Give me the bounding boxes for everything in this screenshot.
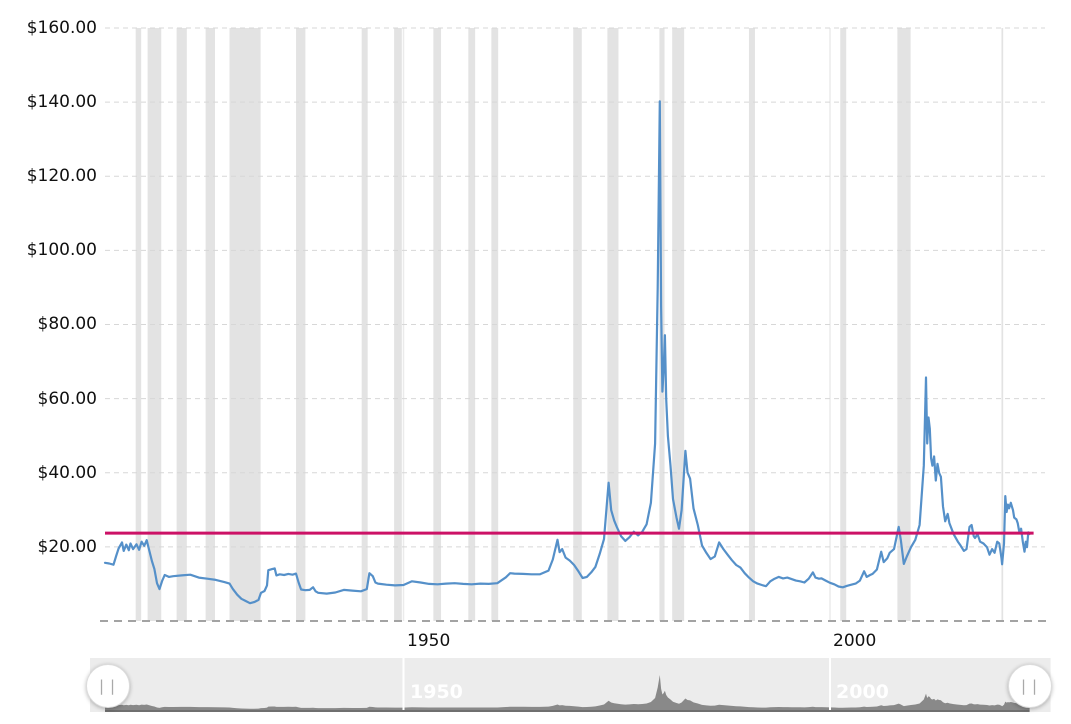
y-axis-label: $100.00 xyxy=(26,240,97,260)
y-axis-label: $20.00 xyxy=(37,537,97,557)
handle-grip-icon: || xyxy=(96,677,120,695)
navigator-selected-range[interactable] xyxy=(90,658,1051,712)
navigator-handle-left[interactable]: || xyxy=(86,664,130,708)
y-axis-label: $160.00 xyxy=(26,18,97,38)
navigator-series xyxy=(105,675,1030,710)
y-axis-label: $120.00 xyxy=(26,166,97,186)
navigator[interactable] xyxy=(90,658,1051,712)
price-line-series[interactable] xyxy=(103,100,1031,605)
y-axis-label: $40.00 xyxy=(37,463,97,483)
y-axis-label: $60.00 xyxy=(37,389,97,409)
navigator-label-2000: 2000 xyxy=(836,681,889,703)
y-axis-label: $80.00 xyxy=(37,314,97,334)
y-gridlines xyxy=(105,27,1045,548)
navigator-label-1950: 1950 xyxy=(410,681,463,703)
y-axis-label: $140.00 xyxy=(26,92,97,112)
x-axis-label-1950: 1950 xyxy=(407,631,451,651)
navigator-handle-right[interactable]: || xyxy=(1008,664,1052,708)
x-axis-label-2000: 2000 xyxy=(833,631,877,651)
handle-grip-icon: || xyxy=(1018,677,1042,695)
